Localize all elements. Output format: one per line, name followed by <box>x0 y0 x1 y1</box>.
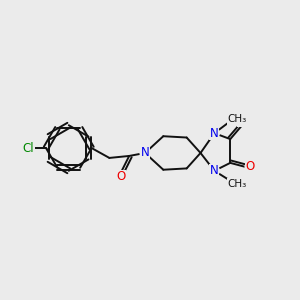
Circle shape <box>209 166 219 176</box>
Circle shape <box>116 172 126 182</box>
Text: CH₃: CH₃ <box>228 114 247 124</box>
Text: O: O <box>117 170 126 183</box>
Circle shape <box>140 148 150 158</box>
Text: N: N <box>210 127 219 140</box>
Circle shape <box>209 128 219 138</box>
Text: O: O <box>245 160 255 173</box>
Text: N: N <box>210 164 219 177</box>
Text: O: O <box>238 114 247 127</box>
Circle shape <box>237 115 247 125</box>
Text: Cl: Cl <box>22 142 34 154</box>
Text: N: N <box>141 146 149 160</box>
Text: CH₃: CH₃ <box>228 179 247 189</box>
Circle shape <box>245 162 255 172</box>
Circle shape <box>22 142 34 154</box>
